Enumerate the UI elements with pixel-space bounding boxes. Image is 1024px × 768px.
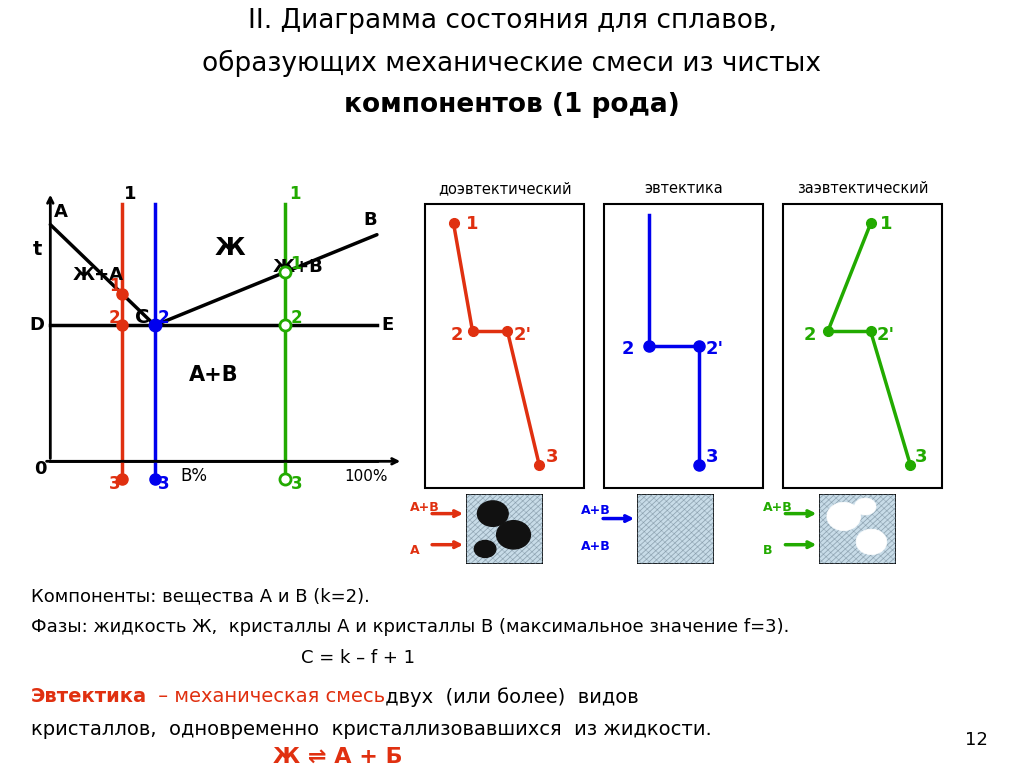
Text: образующих механические смеси из чистых: образующих механические смеси из чистых — [203, 50, 821, 77]
Text: 1: 1 — [289, 185, 300, 204]
Text: 0: 0 — [34, 460, 46, 478]
Text: 2: 2 — [804, 326, 816, 344]
Text: заэвтектический: заэвтектический — [798, 180, 929, 196]
Text: Ж+А: Ж+А — [73, 266, 124, 284]
Text: компонентов (1 рода): компонентов (1 рода) — [344, 92, 680, 118]
Text: A+B: A+B — [763, 501, 793, 514]
Text: B: B — [364, 210, 378, 229]
Text: E: E — [382, 316, 394, 334]
Text: 2': 2' — [706, 340, 724, 358]
Text: D: D — [29, 316, 44, 334]
Text: C: C — [135, 308, 150, 327]
Text: 2: 2 — [110, 309, 121, 327]
Text: двух  (или более)  видов: двух (или более) видов — [379, 687, 639, 707]
Text: 2: 2 — [451, 326, 463, 344]
Ellipse shape — [477, 501, 508, 526]
Text: A+B: A+B — [581, 541, 610, 554]
Text: A: A — [410, 544, 419, 557]
Text: – механическая смесь: – механическая смесь — [152, 687, 385, 707]
Text: А+В: А+В — [188, 365, 239, 385]
Text: A: A — [53, 203, 68, 221]
Text: 2: 2 — [622, 340, 634, 358]
Text: Фазы: жидкость Ж,  кристаллы А и кристаллы В (максимальное значение f=3).: Фазы: жидкость Ж, кристаллы А и кристалл… — [31, 618, 790, 636]
Text: 3: 3 — [546, 448, 558, 466]
Text: доэвтектический: доэвтектический — [438, 180, 571, 196]
Text: 2: 2 — [158, 309, 170, 327]
Text: Ж+В: Ж+В — [272, 259, 324, 276]
Text: кристаллов,  одновременно  кристаллизовавшихся  из жидкости.: кристаллов, одновременно кристаллизовавш… — [31, 720, 712, 739]
Text: 2': 2' — [514, 326, 532, 344]
Text: эвтектика: эвтектика — [645, 180, 723, 196]
Ellipse shape — [497, 521, 530, 549]
Text: 12: 12 — [966, 731, 988, 749]
Text: 3: 3 — [915, 448, 928, 466]
Text: 1: 1 — [124, 185, 136, 204]
Text: 2': 2' — [877, 326, 895, 344]
Text: 3: 3 — [158, 475, 170, 493]
Text: 1: 1 — [291, 256, 302, 273]
Text: B: B — [763, 544, 772, 557]
Text: 1: 1 — [110, 277, 121, 296]
Text: 3: 3 — [706, 448, 718, 466]
Text: 3: 3 — [110, 475, 121, 493]
Text: В%: В% — [180, 468, 208, 485]
Text: 1: 1 — [881, 215, 893, 233]
Text: A+B: A+B — [410, 501, 439, 514]
Text: Эвтектика: Эвтектика — [31, 687, 146, 707]
Ellipse shape — [474, 541, 496, 558]
Text: С = k – f + 1: С = k – f + 1 — [301, 649, 416, 667]
Text: A+B: A+B — [581, 504, 610, 517]
Text: 1: 1 — [466, 215, 479, 233]
Ellipse shape — [856, 529, 887, 554]
Text: t: t — [33, 240, 42, 260]
Text: Ж ⇌ А + Б: Ж ⇌ А + Б — [273, 746, 402, 766]
Text: 3: 3 — [291, 475, 302, 493]
Text: Ж: Ж — [215, 236, 246, 260]
Text: 2: 2 — [291, 309, 302, 327]
Ellipse shape — [854, 498, 876, 515]
Text: II. Диаграмма состояния для сплавов,: II. Диаграмма состояния для сплавов, — [248, 8, 776, 34]
Text: 100%: 100% — [344, 469, 388, 485]
Ellipse shape — [827, 502, 860, 531]
Text: Компоненты: вещества А и В (k=2).: Компоненты: вещества А и В (k=2). — [31, 588, 370, 605]
